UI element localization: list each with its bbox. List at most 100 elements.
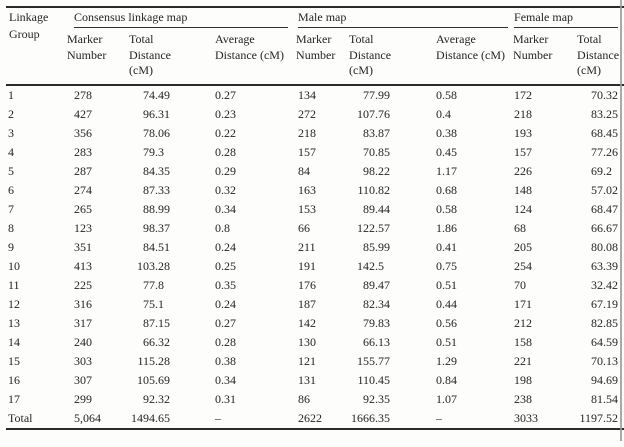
cell-f_total: 32.42 [591, 278, 619, 292]
table-row: 11 225 77.8 0.35 176 89.47 0.51 70 32.42 [6, 276, 624, 295]
cell-c_marker: 123 [74, 221, 92, 235]
cell-c_marker: 283 [74, 145, 92, 159]
cell-c_marker: 413 [74, 259, 92, 273]
cell-m_total: 1666.35 [351, 411, 391, 425]
cell-group: 17 [8, 392, 20, 406]
cell-m_total: 85.99 [363, 240, 391, 254]
cell-f_marker: 238 [514, 392, 533, 406]
cell-m_avg: 0.4 [436, 107, 452, 121]
header-female-total-distance: Total Distance (cM) [577, 32, 620, 77]
cell-f_marker: 157 [514, 145, 533, 159]
cell-m_marker: 272 [298, 107, 317, 121]
cell-m_total: 110.45 [357, 373, 391, 387]
cell-m_marker: 218 [298, 126, 317, 140]
cell-m_avg: 0.41 [436, 240, 458, 254]
cell-c_total: 87.33 [143, 183, 170, 197]
cell-c_total: 79.3 [143, 145, 164, 159]
cell-c_total: 115.28 [137, 354, 170, 368]
male-map-label: Male map [298, 10, 347, 24]
cell-f_total: 94.69 [591, 373, 619, 387]
table-row: 10 413 103.28 0.25 191 142.5 0.75 254 63.39 [6, 257, 624, 276]
cell-c_total: 87.15 [143, 316, 170, 330]
cell-f_total: 68.45 [591, 126, 619, 140]
cell-group: 7 [8, 202, 14, 216]
cell-m_marker: 211 [298, 240, 316, 254]
cell-m_total: 77.99 [363, 88, 391, 102]
cell-f_total: 83.25 [591, 107, 619, 121]
cell-m_avg: 1.29 [436, 354, 458, 368]
cell-f_total: 68.47 [591, 202, 619, 216]
cell-c_avg: 0.34 [215, 202, 236, 216]
cell-c_marker: 351 [74, 240, 92, 254]
cell-m_total: 79.83 [363, 316, 391, 330]
cell-c_marker: 278 [74, 88, 92, 102]
cell-m_avg: 0.58 [436, 202, 458, 216]
cell-f_marker: 221 [514, 354, 533, 368]
header-female-map: Female map [513, 7, 624, 29]
cell-f_marker: 193 [514, 126, 533, 140]
group-header-row: Linkage Group Consensus linkage map Male… [6, 7, 624, 41]
cell-f_marker: 124 [514, 202, 533, 216]
cell-f_total: 66.67 [591, 221, 619, 235]
cell-c_marker: 316 [74, 297, 92, 311]
cell-c_marker: 5,064 [74, 411, 101, 425]
cell-m_total: 122.57 [357, 221, 391, 235]
table-row: 1 278 74.49 0.27 134 77.99 0.58 172 70.32 [6, 85, 624, 105]
cell-c_avg: 0.31 [215, 392, 236, 406]
cell-m_marker: 187 [298, 297, 317, 311]
cell-c_marker: 265 [74, 202, 92, 216]
cell-m_total: 107.76 [357, 107, 391, 121]
cell-c_total: 105.69 [137, 373, 170, 387]
consensus-map-underline: Consensus linkage map [74, 8, 289, 28]
cell-group: 9 [8, 240, 14, 254]
cell-m_total: 98.22 [363, 164, 391, 178]
cell-c_avg: 0.32 [215, 183, 236, 197]
cell-m_marker: 2622 [298, 411, 323, 425]
cell-m_total: 89.44 [363, 202, 391, 216]
cell-m_marker: 134 [298, 88, 317, 102]
cell-m_total: 142.5 [357, 259, 385, 273]
cell-f_total: 70.13 [591, 354, 619, 368]
cell-m_total: 70.85 [363, 145, 391, 159]
table-row: 12 316 75.1 0.24 187 82.34 0.44 171 67.19 [6, 295, 624, 314]
cell-c_total: 96.31 [143, 107, 170, 121]
cell-c_avg: 0.38 [215, 354, 236, 368]
cell-f_total: 67.19 [591, 297, 619, 311]
cell-m_total: 66.13 [363, 335, 391, 349]
table-row: 3 356 78.06 0.22 218 83.87 0.38 193 68.45 [6, 124, 624, 143]
cell-c_avg: 0.8 [215, 221, 230, 235]
cell-m_avg: 0.51 [436, 278, 458, 292]
cell-group: 14 [8, 335, 20, 349]
cell-f_total: 63.39 [591, 259, 619, 273]
cell-m_marker: 131 [298, 373, 317, 387]
table-row: 6 274 87.33 0.32 163 110.82 0.68 148 57.02 [6, 181, 624, 200]
cell-group: 2 [8, 107, 14, 121]
cell-c_avg: 0.25 [215, 259, 236, 273]
cell-f_marker: 171 [514, 297, 533, 311]
female-map-label: Female map [514, 10, 574, 24]
header-linkage-group: Linkage Group [6, 7, 67, 85]
cell-f_total: 1197.52 [579, 411, 619, 425]
cell-m_marker: 121 [298, 354, 317, 368]
cell-m_marker: 153 [298, 202, 317, 216]
table-row: 9 351 84.51 0.24 211 85.99 0.41 205 80.08 [6, 238, 624, 257]
cell-f_marker: 218 [514, 107, 533, 121]
table-row: 7 265 88.99 0.34 153 89.44 0.58 124 68.47 [6, 200, 624, 219]
cell-m_marker: 84 [298, 164, 311, 178]
sub-header-row: Marker Number Total Distance (cM) Averag… [6, 29, 624, 85]
scan-edge-line [620, 0, 622, 441]
cell-c_marker: 307 [74, 373, 92, 387]
header-consensus-marker-number: Marker Number [67, 32, 107, 62]
cell-c_avg: 0.35 [215, 278, 236, 292]
cell-m_total: 83.87 [363, 126, 391, 140]
cell-m_avg: 0.45 [436, 145, 458, 159]
table-row: 14 240 66.32 0.28 130 66.13 0.51 158 64.59 [6, 333, 624, 352]
cell-m_marker: 130 [298, 335, 317, 349]
cell-c_avg: 0.27 [215, 88, 236, 102]
cell-c_marker: 427 [74, 107, 92, 121]
cell-m_avg: 0.51 [436, 335, 458, 349]
cell-c_total: 84.35 [143, 164, 170, 178]
cell-c_total: 88.99 [143, 202, 170, 216]
cell-group: Total [8, 411, 33, 425]
